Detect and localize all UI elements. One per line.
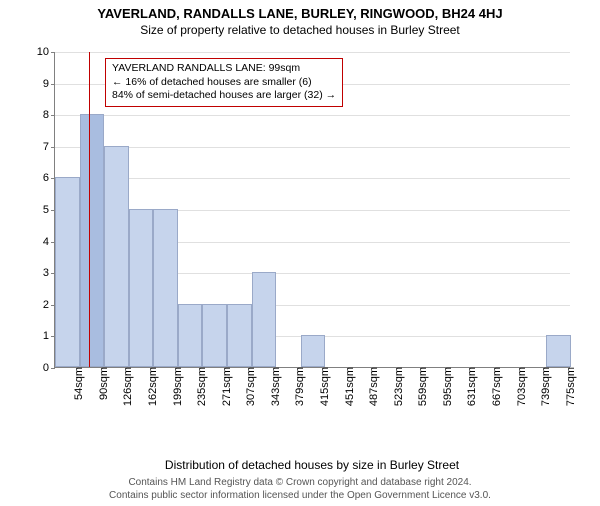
grid-line [55,52,570,53]
plot-area: 01234567891054sqm90sqm126sqm162sqm199sqm… [54,52,570,368]
property-info-box: YAVERLAND RANDALLS LANE: 99sqm ← 16% of … [105,58,343,107]
y-tick-label: 7 [43,141,55,153]
x-tick-label: 451sqm [342,367,356,406]
y-tick-label: 8 [43,109,55,121]
histogram-bar [252,272,277,367]
histogram-bar [129,209,154,367]
footer-line1: Contains HM Land Registry data © Crown c… [0,477,600,490]
histogram-bar [546,335,571,367]
x-tick-label: 703sqm [514,367,528,406]
chart-container: Number of detached properties 0123456789… [54,52,570,410]
x-tick-label: 343sqm [268,367,282,406]
histogram-bar [104,146,129,367]
x-tick-label: 126sqm [120,367,134,406]
y-tick-label: 0 [43,362,55,374]
x-tick-label: 739sqm [538,367,552,406]
x-axis-label: Distribution of detached houses by size … [165,458,459,472]
footer-line2: Contains public sector information licen… [0,490,600,503]
x-tick-label: 199sqm [170,367,184,406]
histogram-bar [227,304,252,367]
info-line-larger: 84% of semi-detached houses are larger (… [112,89,336,103]
histogram-bar [55,177,80,367]
grid-line [55,178,570,179]
x-tick-label: 523sqm [391,367,405,406]
x-tick-label: 54sqm [71,367,85,400]
grid-line [55,115,570,116]
x-tick-label: 271sqm [219,367,233,406]
property-marker-line [89,52,90,367]
x-tick-label: 379sqm [292,367,306,406]
info-line-smaller: ← 16% of detached houses are smaller (6) [112,76,336,90]
x-tick-label: 775sqm [563,367,577,406]
x-tick-label: 235sqm [194,367,208,406]
x-tick-label: 162sqm [145,367,159,406]
y-tick-label: 9 [43,78,55,90]
x-tick-label: 487sqm [366,367,380,406]
x-tick-label: 307sqm [243,367,257,406]
x-tick-label: 667sqm [489,367,503,406]
x-tick-label: 631sqm [464,367,478,406]
y-tick-label: 3 [43,267,55,279]
histogram-bar [80,114,105,367]
y-tick-label: 10 [37,46,55,58]
y-tick-label: 4 [43,236,55,248]
chart-title-sub: Size of property relative to detached ho… [0,23,600,37]
chart-title-main: YAVERLAND, RANDALLS LANE, BURLEY, RINGWO… [0,6,600,21]
histogram-bar [202,304,227,367]
y-tick-label: 6 [43,172,55,184]
y-tick-label: 2 [43,299,55,311]
histogram-bar [178,304,203,367]
histogram-bar [153,209,178,367]
x-tick-label: 595sqm [440,367,454,406]
y-tick-label: 5 [43,204,55,216]
histogram-bar [301,335,326,367]
grid-line [55,147,570,148]
footer-attribution: Contains HM Land Registry data © Crown c… [0,477,600,502]
y-tick-label: 1 [43,330,55,342]
x-tick-label: 90sqm [96,367,110,400]
x-tick-label: 415sqm [317,367,331,406]
x-tick-label: 559sqm [415,367,429,406]
info-line-property: YAVERLAND RANDALLS LANE: 99sqm [112,62,336,76]
